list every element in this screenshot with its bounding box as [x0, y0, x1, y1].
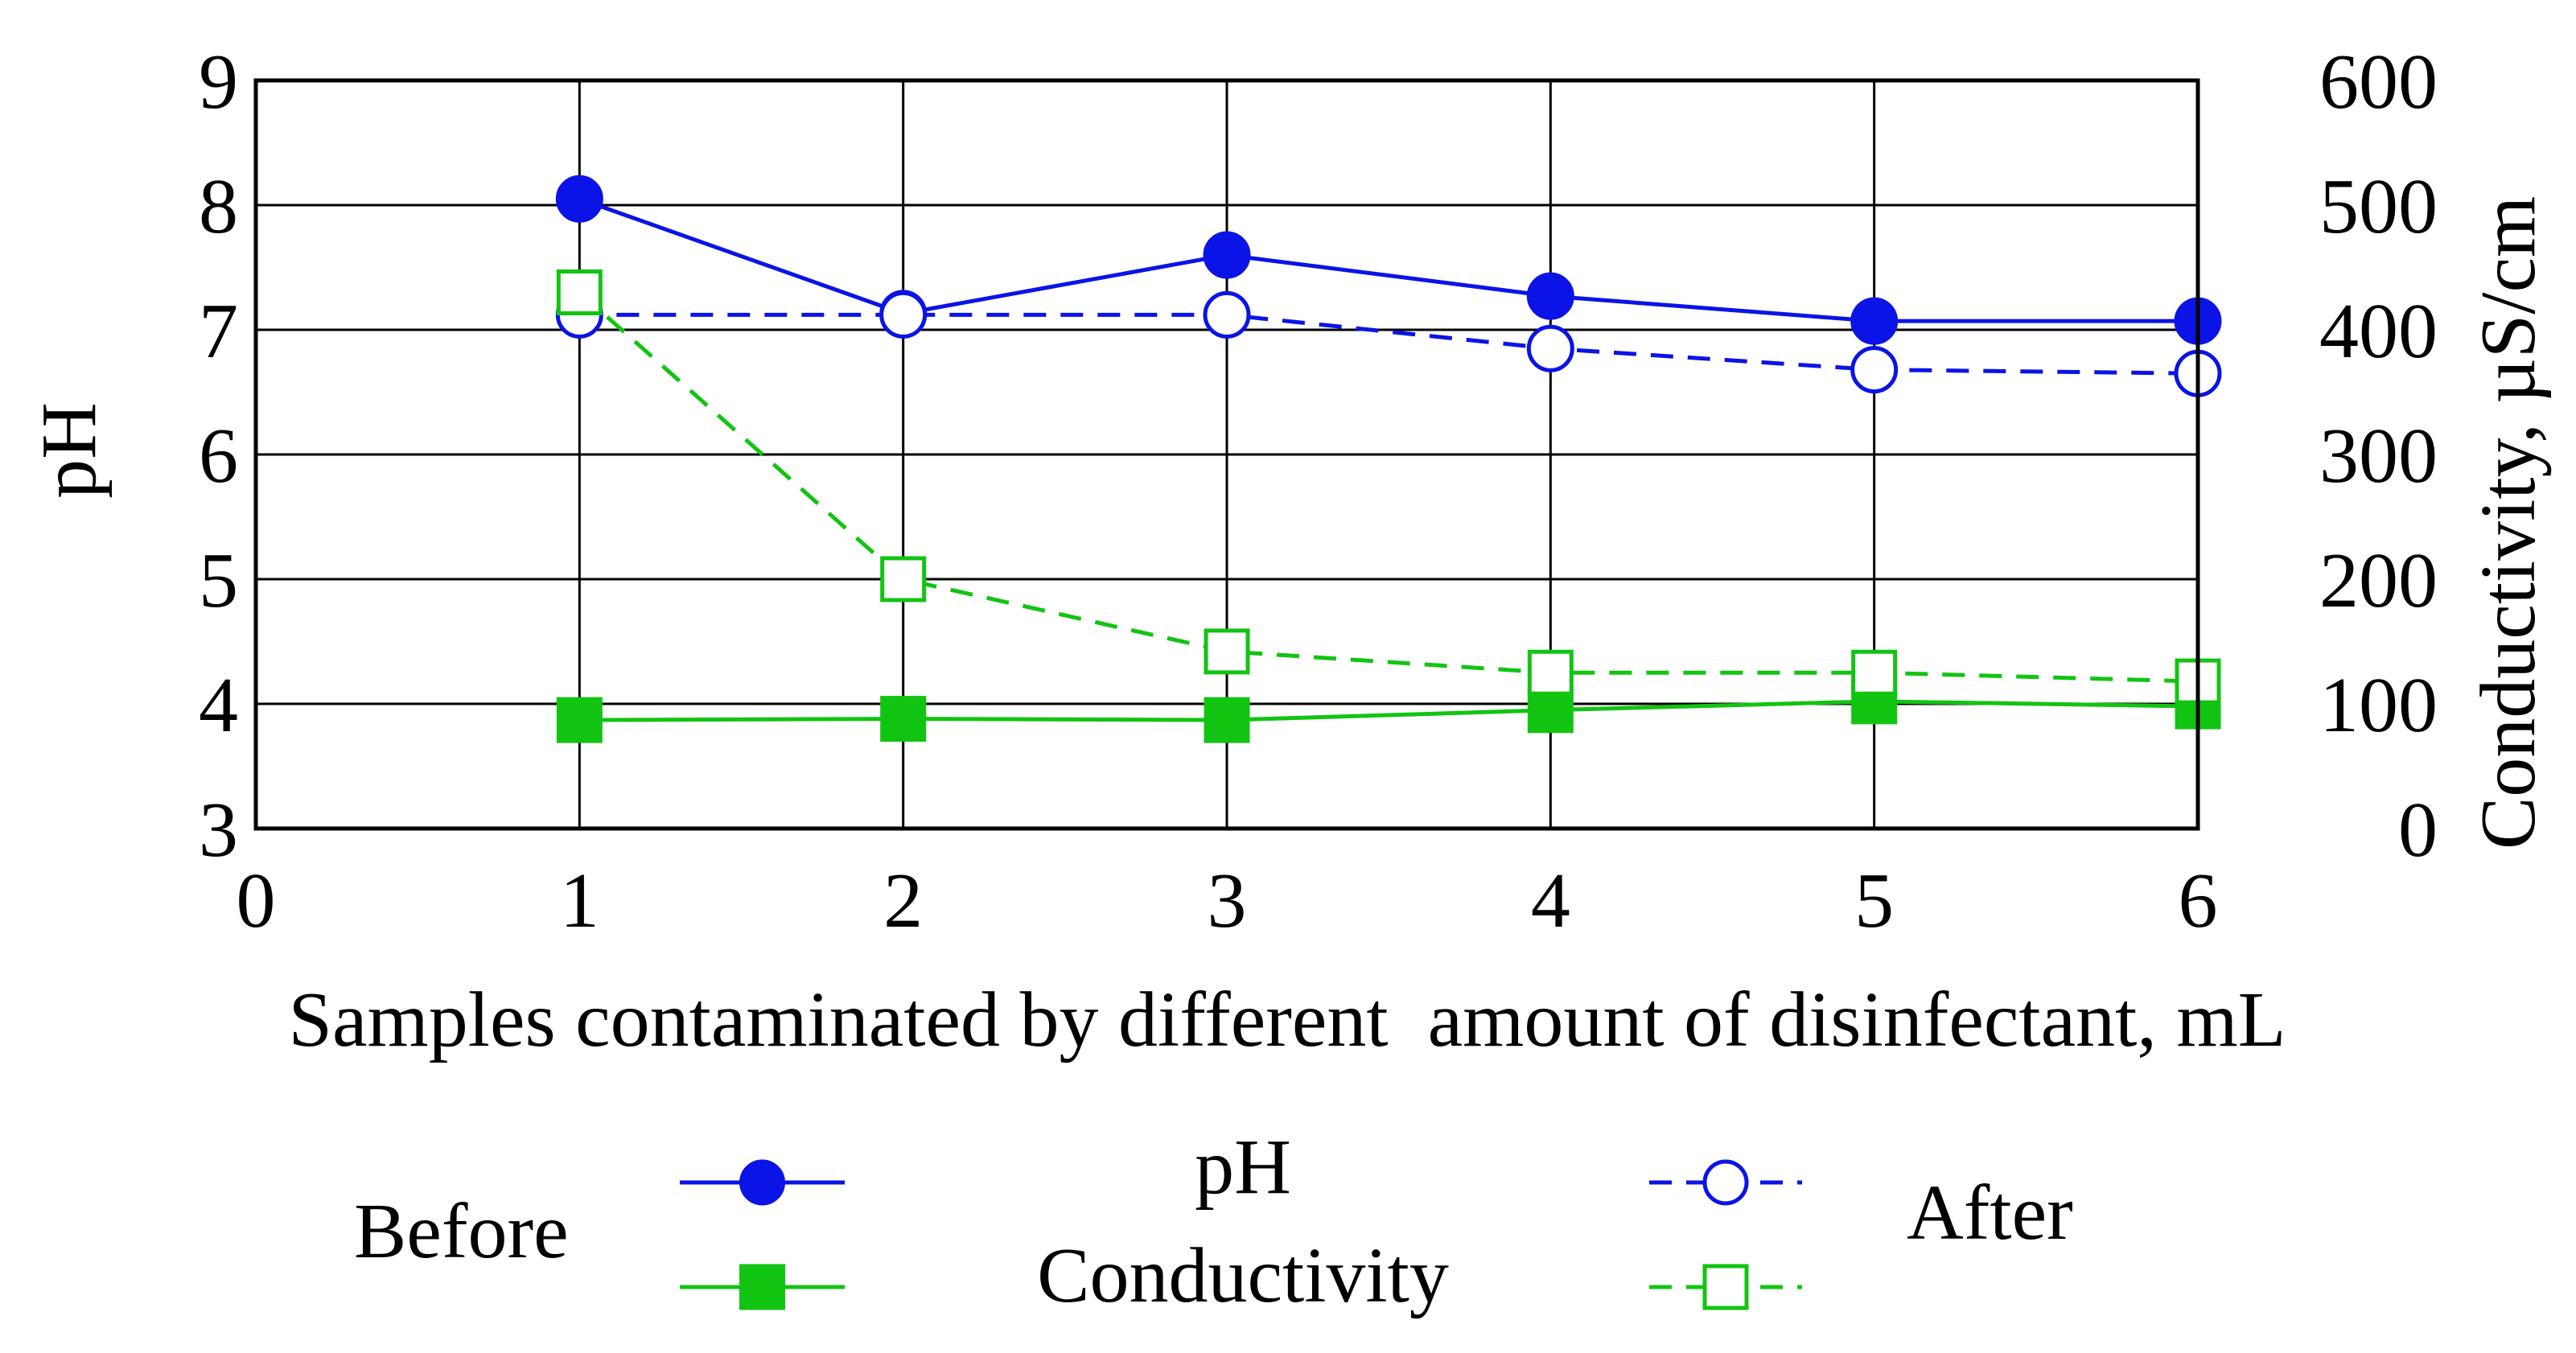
series-conductivity-before	[556, 678, 2221, 743]
y-right-tick-label: 300	[2319, 413, 2438, 500]
data-point	[879, 290, 928, 339]
data-point	[1203, 231, 1251, 279]
data-point	[1850, 297, 1899, 345]
data-point	[880, 696, 927, 742]
series-ph-before	[555, 175, 2222, 345]
data-point	[1526, 272, 1574, 320]
y-right-tick-label: 100	[2319, 662, 2438, 749]
data-point	[1527, 649, 1574, 696]
data-point	[1204, 628, 1250, 675]
data-point	[556, 697, 603, 743]
data-point	[1851, 649, 1898, 696]
series-line	[579, 699, 2199, 722]
legend-ph-label: pH	[1195, 1124, 1291, 1211]
y-left-tick-label: 3	[199, 787, 238, 874]
y-right-tick-label: 0	[2398, 787, 2438, 874]
legend-samples	[680, 1159, 1802, 1310]
y-right-tick-label: 500	[2319, 163, 2438, 250]
legend-marker	[1702, 1159, 1749, 1206]
x-tick-label: 2	[883, 857, 923, 944]
y-left-tick-label: 9	[199, 39, 238, 125]
series-conductivity-after	[556, 269, 2221, 705]
y-axis-right-label: Conductivity, µS/cm	[2465, 196, 2552, 849]
data-point	[1850, 346, 1899, 394]
data-point	[1204, 697, 1250, 743]
data-point	[880, 556, 927, 602]
data-point	[556, 269, 603, 315]
data-point	[555, 175, 603, 223]
series-line	[578, 290, 2199, 684]
chart-series	[555, 175, 2222, 743]
x-tick-label: 4	[1531, 857, 1570, 944]
plot-frame	[253, 78, 2200, 831]
x-tick-label: 3	[1208, 857, 1247, 944]
legend-conductivity-label: Conductivity	[1037, 1232, 1449, 1319]
y-left-tick-label: 6	[199, 413, 238, 500]
x-tick-label: 6	[2179, 857, 2218, 944]
x-axis-label: Samples contaminated by different amount…	[289, 977, 2286, 1063]
y-right-tick-label: 600	[2319, 39, 2438, 125]
y-axis-left-label: pH	[26, 402, 113, 499]
data-point	[1526, 324, 1574, 372]
legend-marker	[1702, 1264, 1749, 1310]
y-right-tick-label: 200	[2319, 537, 2438, 624]
data-point	[1203, 290, 1251, 339]
legend-after-label: After	[1907, 1170, 2073, 1256]
legend-before-label: Before	[354, 1188, 569, 1275]
data-point	[1527, 687, 1574, 734]
y-left-tick-label: 5	[199, 537, 238, 624]
legend: Before pH Conductivity After	[354, 1124, 2073, 1319]
series-ph-after	[555, 290, 2222, 397]
y-left-tick-label: 4	[199, 662, 238, 749]
y-right-tick-label: 400	[2319, 288, 2438, 375]
x-tick-label: 1	[560, 857, 599, 944]
series-line	[579, 312, 2199, 376]
x-tick-label: 0	[237, 857, 276, 944]
x-tick-label: 5	[1854, 857, 1894, 944]
y-left-tick-label: 7	[199, 288, 238, 375]
legend-marker	[739, 1264, 785, 1310]
y-left-tick-label: 8	[199, 163, 238, 250]
legend-marker	[739, 1159, 785, 1206]
series-line	[578, 196, 2198, 323]
